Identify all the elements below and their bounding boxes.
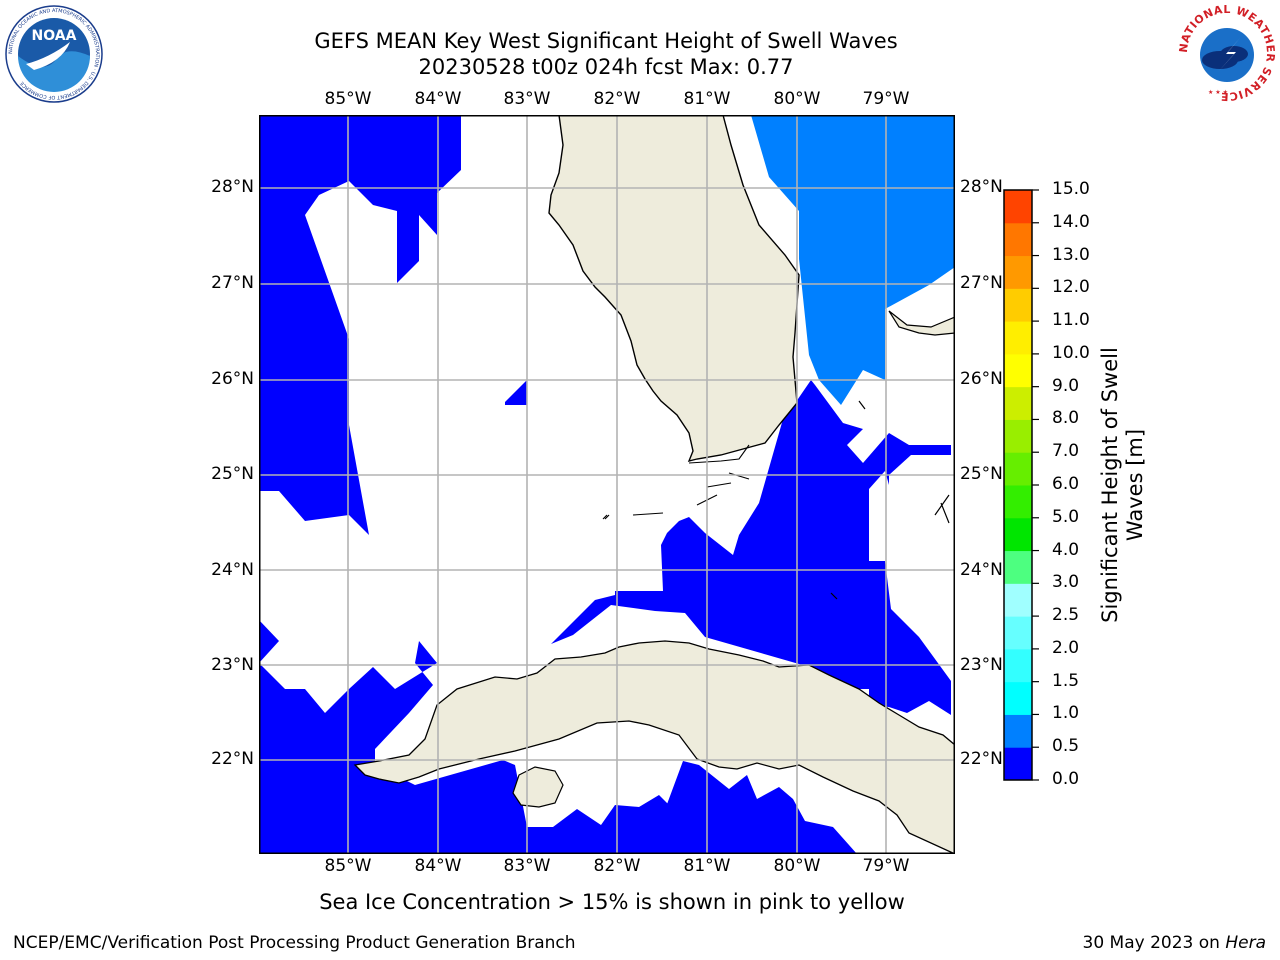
lon-label: 79°W <box>862 856 910 876</box>
colorbar-tick-label: 10.0 <box>1052 342 1090 363</box>
colorbar-band <box>1004 419 1032 453</box>
colorbar-band <box>1004 583 1032 617</box>
cuba-landmass <box>353 640 955 854</box>
colorbar-band <box>1004 681 1032 715</box>
lon-label: 82°W <box>593 856 641 876</box>
colorbar-tick-label: 6.0 <box>1052 474 1080 494</box>
svg-text:★ ★ ★: ★ ★ ★ <box>1208 89 1228 96</box>
lon-label: 85°W <box>324 89 372 109</box>
lon-label: 82°W <box>593 89 641 109</box>
svg-text:NOAA: NOAA <box>32 28 77 44</box>
colorbar-tick-label: 8.0 <box>1052 408 1080 429</box>
lon-label: 85°W <box>324 856 372 876</box>
colorbar-band <box>1004 288 1032 322</box>
colorbar-tick-label: 3.0 <box>1052 572 1080 593</box>
colorbar-band <box>1004 386 1032 420</box>
colorbar-tick-label: 1.0 <box>1052 703 1080 724</box>
colorbar-band <box>1004 452 1032 486</box>
lat-label: 28°N <box>960 177 1003 197</box>
chart-title: GEFS MEAN Key West Significant Height of… <box>314 29 898 53</box>
colorbar-band <box>1004 353 1032 388</box>
lat-label: 24°N <box>960 560 1003 580</box>
lat-label: 22°N <box>211 749 254 769</box>
colorbar-band <box>1004 485 1032 519</box>
footer-host: Hera <box>1225 933 1266 953</box>
colorbar-band <box>1004 255 1032 289</box>
colorbar-band <box>1004 648 1032 683</box>
colorbar-tick-label: 0.5 <box>1052 736 1080 757</box>
lat-label: 24°N <box>211 560 254 580</box>
lon-label: 84°W <box>414 89 462 109</box>
lon-label: 84°W <box>414 856 462 876</box>
colorbar-tick-label: 1.5 <box>1052 670 1080 691</box>
footer-date-text: 30 May 2023 on <box>1082 933 1226 953</box>
colorbar-band <box>1004 714 1032 748</box>
lat-label: 27°N <box>211 273 254 293</box>
colorbar-tick-label: 2.0 <box>1052 637 1080 658</box>
lat-label: 23°N <box>960 655 1003 675</box>
lat-label: 26°N <box>960 369 1003 389</box>
lon-label: 81°W <box>683 856 731 876</box>
lon-label: 80°W <box>773 89 821 109</box>
lat-label: 25°N <box>211 464 254 484</box>
colorbar-band <box>1004 517 1032 552</box>
colorbar-band <box>1004 321 1032 355</box>
colorbar-band <box>1004 190 1032 224</box>
lat-label: 23°N <box>211 655 254 675</box>
nws-logo: NATIONAL WEATHER SERVICE ★ ★ ★ <box>1177 3 1277 103</box>
lat-label: 27°N <box>960 273 1003 293</box>
lat-label: 25°N <box>960 464 1003 484</box>
colorbar-tick-label: 4.0 <box>1052 539 1080 560</box>
colorbar-title: Significant Height of Swell Waves [m] <box>1098 347 1147 623</box>
colorbar-band <box>1004 747 1032 781</box>
lon-label: 80°W <box>773 856 821 876</box>
lat-label: 22°N <box>960 749 1003 769</box>
florida-landmass <box>548 115 800 463</box>
lat-label: 28°N <box>211 177 254 197</box>
colorbar-tick-label: 14.0 <box>1052 211 1090 232</box>
lon-label: 83°W <box>503 856 551 876</box>
noaa-logo: NATIONAL OCEANIC AND ATMOSPHERIC ADMINIS… <box>5 5 103 103</box>
colorbar-tick-label: 13.0 <box>1052 244 1090 265</box>
chart-subtitle: 20230528 t00z 024h fcst Max: 0.77 <box>418 55 794 79</box>
lon-label: 83°W <box>503 89 551 109</box>
lat-label: 26°N <box>211 369 254 389</box>
colorbar <box>1003 189 1039 781</box>
footer-credit: NCEP/EMC/Verification Post Processing Pr… <box>13 933 576 953</box>
colorbar-tick-label: 9.0 <box>1052 375 1080 396</box>
colorbar-tick-label: 2.5 <box>1052 605 1080 626</box>
colorbar-tick-label: 12.0 <box>1052 277 1090 298</box>
wave-height-map <box>259 115 955 854</box>
colorbar-tick-label: 0.0 <box>1052 769 1080 789</box>
footer-date: 30 May 2023 on Hera <box>1083 933 1267 953</box>
lon-label: 79°W <box>862 89 910 109</box>
colorbar-band <box>1004 550 1032 584</box>
lon-label: 81°W <box>683 89 731 109</box>
colorbar-band <box>1004 616 1032 650</box>
colorbar-tick-label: 7.0 <box>1052 441 1080 462</box>
colorbar-tick-label: 15.0 <box>1052 179 1090 199</box>
colorbar-tick-label: 11.0 <box>1052 310 1090 331</box>
isla-de-la-juventud <box>512 766 564 808</box>
colorbar-tick-label: 5.0 <box>1052 506 1080 527</box>
colorbar-band <box>1004 222 1032 257</box>
sea-ice-note: Sea Ice Concentration > 15% is shown in … <box>319 890 905 914</box>
